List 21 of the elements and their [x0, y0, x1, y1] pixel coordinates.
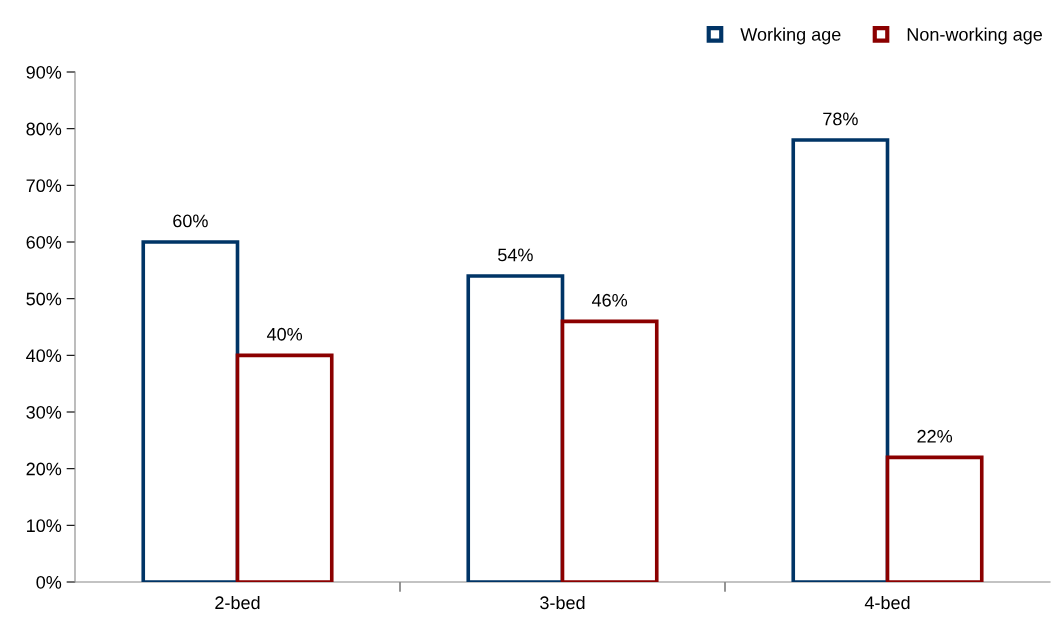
legend-label: Non-working age [907, 27, 1042, 45]
y-tick-label: 10% [27, 519, 62, 533]
x-tick-label: 4-bed [864, 595, 910, 610]
y-tick-label: 0% [36, 575, 62, 589]
legend-label: Working age [740, 27, 841, 45]
y-tick-label: 30% [26, 405, 62, 419]
y-tick-label: 20% [26, 462, 62, 476]
data-label: 22% [917, 429, 953, 443]
x-tick-label: 3-bed [540, 595, 585, 610]
data-label: 46% [591, 293, 628, 307]
y-tick-label: 40% [26, 349, 62, 363]
y-tick-label: 70% [26, 179, 62, 193]
data-label: 40% [266, 327, 303, 341]
x-tick-label: 2-bed [215, 595, 260, 610]
data-label: 54% [498, 248, 533, 262]
y-tick-label: 60% [26, 235, 62, 249]
y-tick-label: 50% [26, 292, 62, 306]
y-tick-label: 80% [26, 122, 62, 136]
data-label: 78% [823, 112, 858, 126]
data-label: 60% [173, 214, 208, 228]
y-tick-label: 90% [26, 65, 62, 79]
